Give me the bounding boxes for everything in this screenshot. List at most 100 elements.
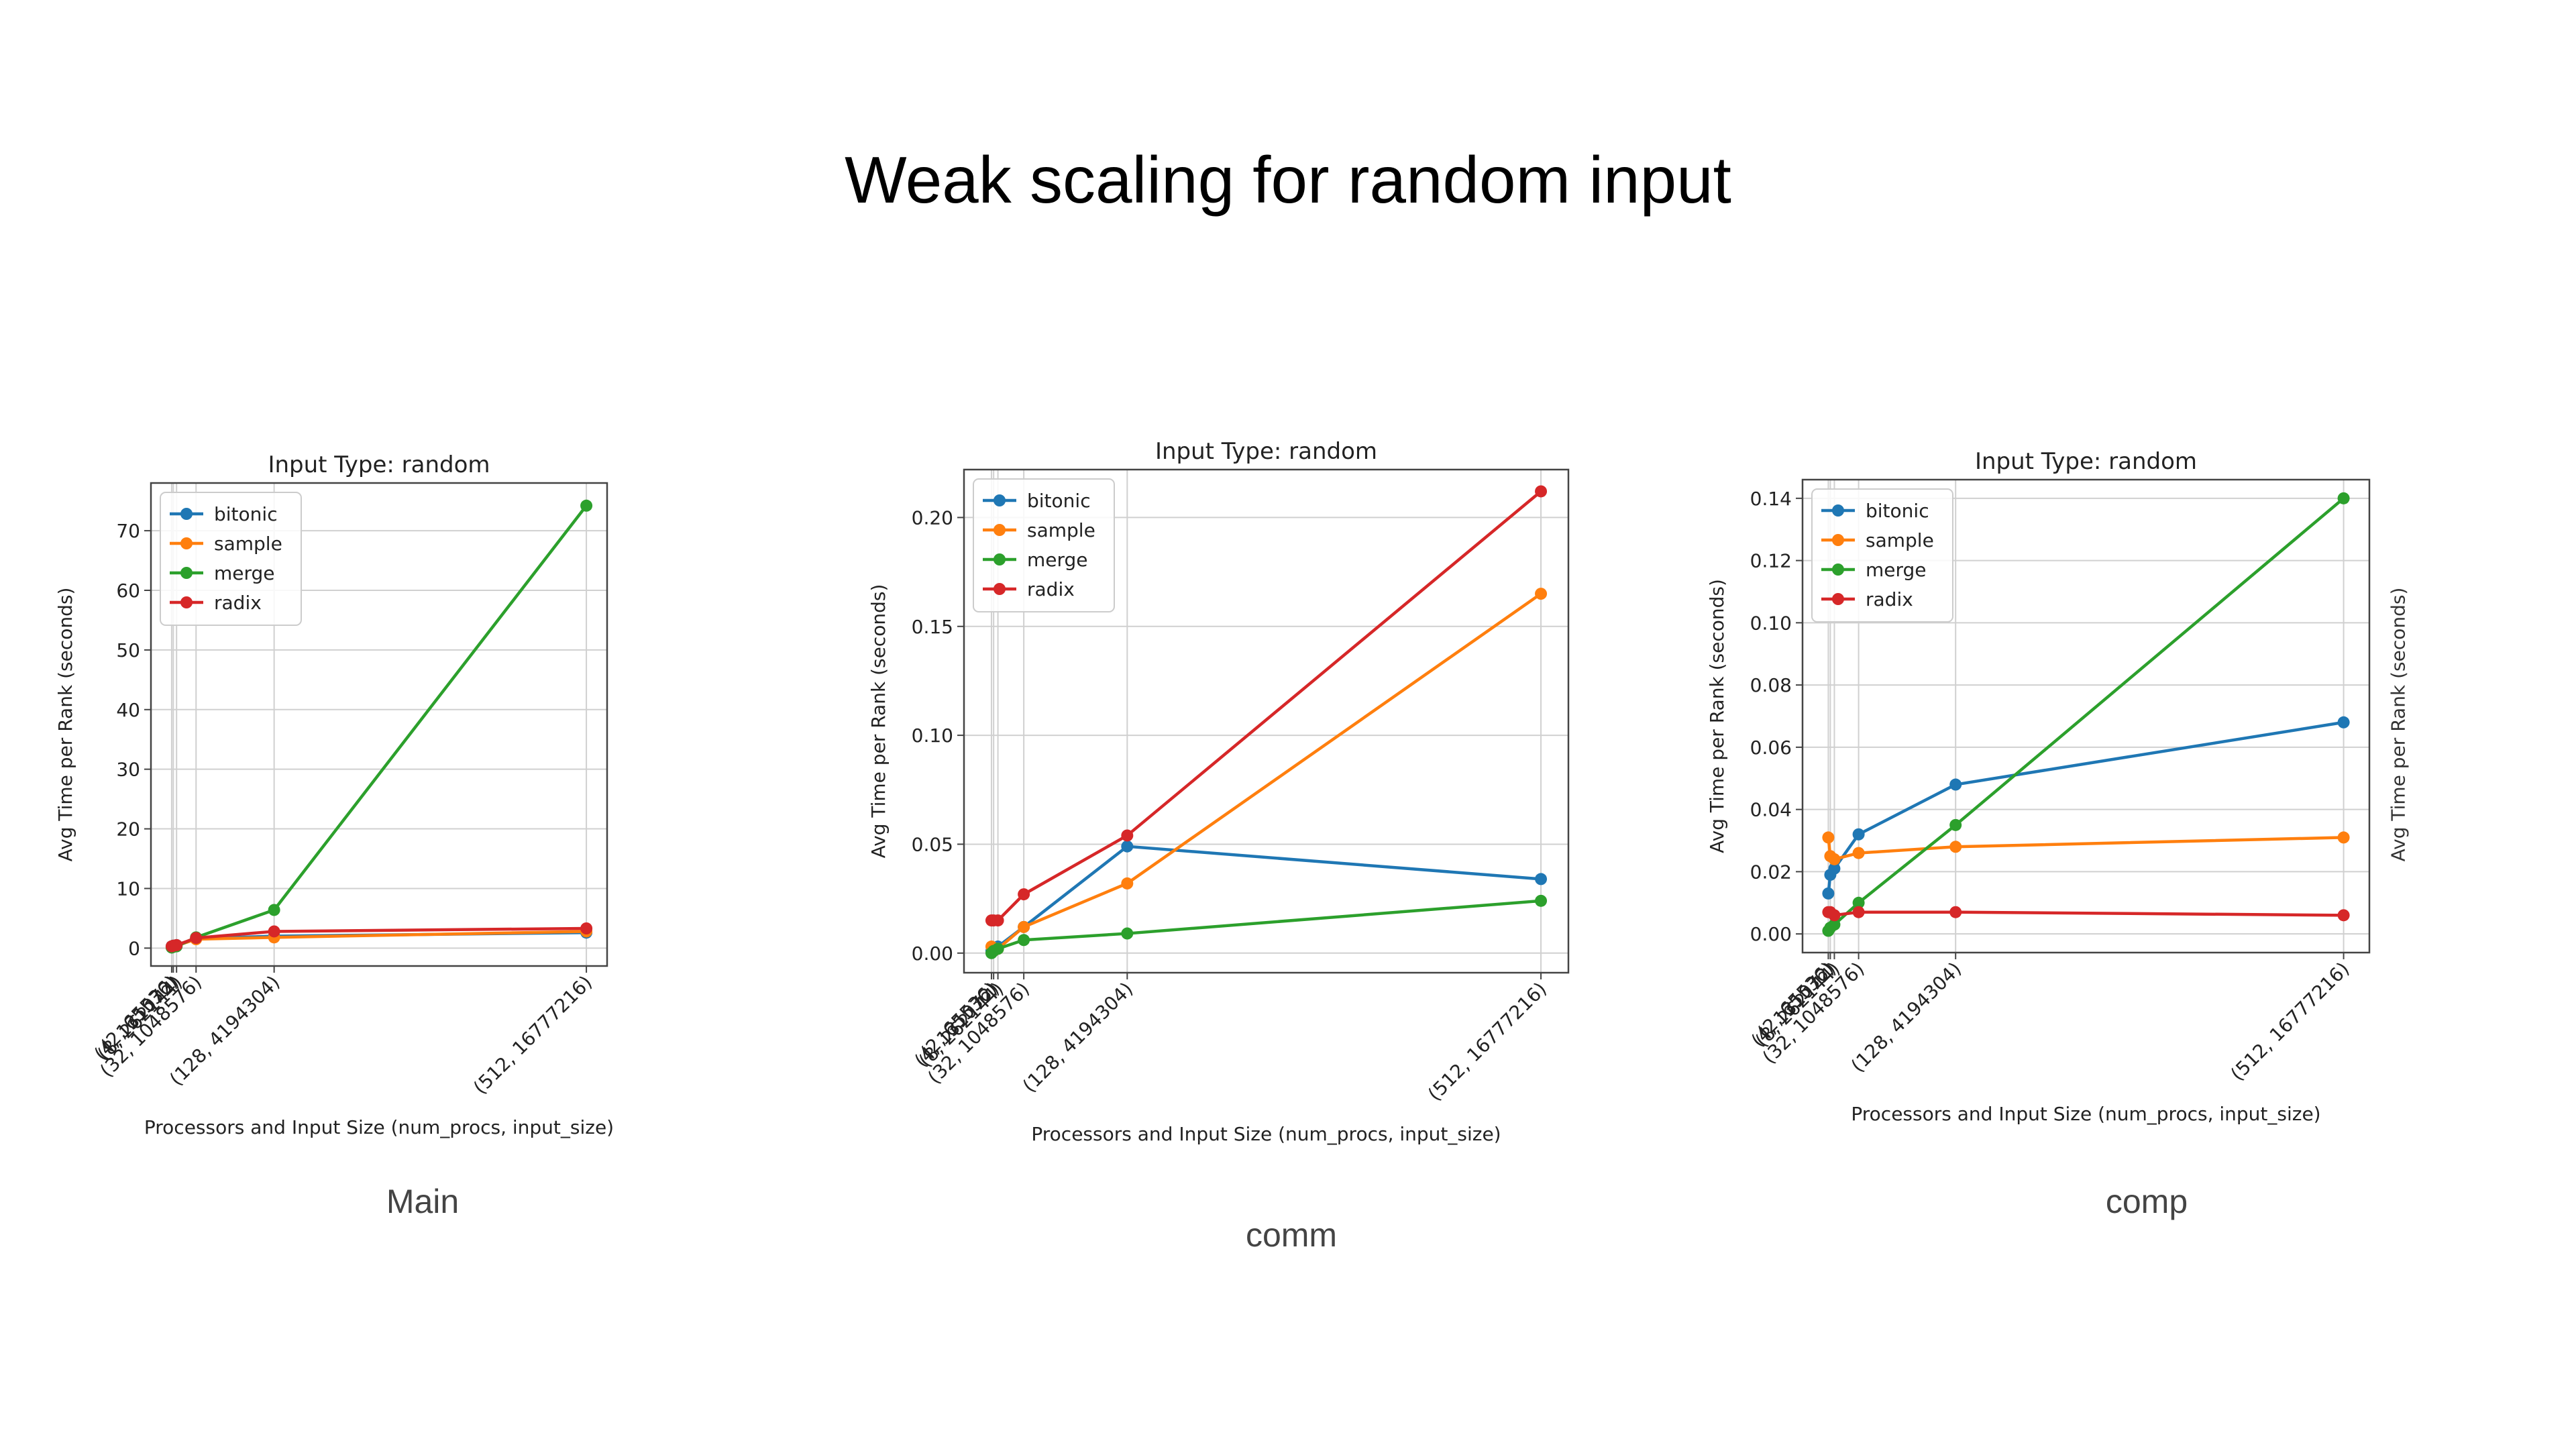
data-point-bitonic [1121,840,1134,853]
x-axis-label: Processors and Input Size (num_procs, in… [1851,1103,2320,1125]
data-point-bitonic [1535,873,1548,885]
legend-marker-merge [994,553,1006,566]
y-tick-label: 50 [116,639,140,661]
caption-main: Main [386,1183,460,1220]
y-tick-label: 70 [116,520,140,542]
series-line-bitonic [990,845,1542,953]
y-tick-label: 30 [116,759,140,781]
y-tick-label: 0.05 [912,833,953,855]
x-axis-label: Processors and Input Size (num_procs, in… [1031,1123,1501,1145]
legend-label-radix: radix [1027,578,1075,600]
legend-marker-bitonic [1832,504,1844,517]
chart-title: Input Type: random [1155,438,1377,465]
y-tick-label: 20 [116,818,140,841]
legend-marker-sample [994,524,1006,536]
data-point-radix [1828,909,1841,922]
y-axis-label: Avg Time per Rank (seconds) [867,584,890,859]
y-tick-label: 0.08 [1750,674,1792,696]
data-point-sample [1535,588,1548,600]
chart-title: Input Type: random [1975,448,2197,475]
y-tick-label: 0.15 [912,616,953,638]
data-point-merge [1852,896,1865,909]
y-tick-label: 0.06 [1750,737,1792,759]
plot-frame [1801,478,2371,954]
legend-box [973,478,1115,612]
data-point-radix [1018,888,1030,901]
legend-label-radix: radix [1866,588,1913,610]
data-point-radix [2337,909,2350,922]
data-point-merge [1535,894,1548,907]
data-point-bitonic [1828,862,1841,875]
data-point-bitonic [1949,778,1962,791]
x-tick-label: (512, 16777216) [1424,978,1551,1106]
data-point-merge [1121,927,1134,940]
y-tick-label: 10 [116,877,140,900]
legend-label-bitonic: bitonic [1027,490,1091,512]
legend-marker-bitonic [994,494,1006,506]
legend-label-radix: radix [214,592,262,614]
data-point-sample [1121,877,1134,890]
y-axis-label: Avg Time per Rank (seconds) [1706,579,1728,853]
y-tick-label: 0.02 [1750,861,1792,883]
data-point-merge [1828,918,1841,931]
data-point-sample [2337,831,2350,844]
chart-title: Input Type: random [268,451,490,478]
plot-frame [150,482,608,967]
y-tick-label: 0.04 [1750,799,1792,821]
data-point-bitonic [1852,828,1865,841]
data-point-radix [991,914,1004,927]
legend-marker-radix [1832,593,1844,605]
legend-label-sample: sample [1866,529,1934,551]
data-point-merge [1949,818,1962,831]
legend-marker-merge [180,567,193,579]
legend-label-merge: merge [1866,559,1927,581]
y-axis-label: Avg Time per Rank (seconds) [54,588,76,862]
data-point-radix [268,925,280,938]
slide-title: Weak scaling for random input [845,143,1731,217]
data-point-bitonic [2337,716,2350,729]
data-point-radix [1535,485,1548,498]
data-point-bitonic [1822,887,1835,900]
y-tick-label: 60 [116,580,140,602]
data-point-sample [1949,841,1962,853]
data-point-radix [190,932,203,945]
data-point-sample [1822,831,1835,844]
legend-marker-radix [994,583,1006,595]
x-axis-label: Processors and Input Size (num_procs, in… [144,1116,614,1138]
series-line-merge [990,899,1542,955]
data-point-merge [2337,492,2350,504]
legend-label-bitonic: bitonic [214,503,278,525]
legend-marker-bitonic [180,508,193,520]
series-line-bitonic [1827,720,2344,894]
data-point-sample [1018,920,1030,933]
caption-comp: comp [2105,1183,2188,1220]
data-point-sample [1828,853,1841,865]
data-point-merge [580,499,593,512]
chart-comp: 0.000.020.040.060.080.100.120.14(2, 6553… [1706,448,2371,1125]
data-point-merge [991,943,1004,955]
y-tick-label: 0.10 [1750,612,1792,634]
y-tick-label: 0.20 [912,506,953,529]
data-point-radix [1852,906,1865,918]
x-tick-label: (512, 16777216) [469,971,596,1099]
x-tick-label: (128, 4194304) [1018,978,1137,1097]
legend-label-sample: sample [1027,519,1095,541]
y-tick-label: 0 [128,937,140,959]
legend-label-merge: merge [1027,549,1088,571]
data-point-merge [268,904,280,916]
plot-frame [963,468,1570,974]
caption-comm: comm [1245,1216,1338,1254]
series-line-sample [989,592,1542,953]
data-point-radix [1121,829,1134,842]
x-tick-label: (512, 16777216) [2226,958,2354,1085]
y-tick-label: 0.14 [1750,488,1792,510]
data-point-radix [1949,906,1962,918]
y-tick-label: 0.00 [1750,923,1792,945]
y-tick-label: 0.12 [1750,550,1792,572]
data-point-merge [1018,934,1030,947]
series-line-sample [1827,836,2344,861]
legend-marker-sample [180,537,193,549]
legend-marker-merge [1832,564,1844,576]
data-point-radix [170,938,183,951]
